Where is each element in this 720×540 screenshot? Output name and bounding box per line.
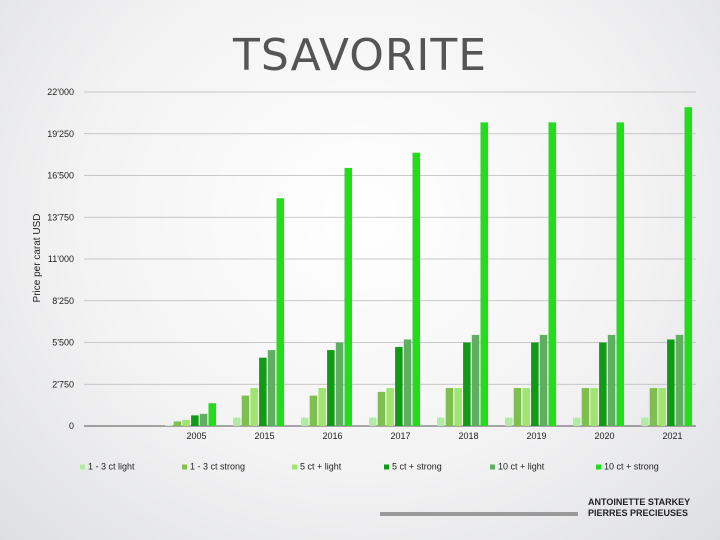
bar-2015-1 [241,395,250,426]
bar-2017-3 [395,347,403,426]
bar-2016-3 [327,350,335,426]
bar-2016-1 [309,395,318,426]
bar-2005-2 [182,419,190,426]
bar-2017-1 [377,391,386,426]
bar-2005-3 [191,415,199,426]
y-tick-label: 5'500 [52,338,74,348]
bar-2016-5 [344,167,352,426]
bar-2020-5 [616,122,624,426]
bar-2015-5 [276,198,284,426]
bar-2020-4 [607,334,616,426]
bar-2021-3 [667,339,675,426]
legend-swatch [384,464,389,470]
y-tick-label: 13'750 [47,212,74,222]
y-tick-label: 16'500 [47,171,74,181]
bar-2019-2 [522,388,530,426]
x-tick-label: 2021 [662,431,682,441]
bar-2021-2 [658,388,666,426]
bar-2018-3 [463,342,471,426]
bar-2018-1 [445,388,454,426]
y-tick-labels: 0 2'750 5'500 8'250 11'000 13'750 16'500 19'250… [47,87,74,431]
bar-2015-3 [259,357,267,426]
y-tick-label: 8'250 [52,296,74,306]
x-tick-label: 2005 [186,431,206,441]
bar-2021-1 [649,388,658,426]
bar-2015-4 [267,350,276,426]
legend-label: 5 ct + strong [392,462,442,472]
bar-2018-4 [471,334,480,426]
bar-2005-1 [173,421,182,426]
bar-2020-3 [599,342,607,426]
credit: ANTOINETTE STARKEY PIERRES PRECIEUSES [588,497,690,519]
bar-2017-2 [386,388,394,426]
bar-2021-4 [675,334,684,426]
x-tick-label: 2017 [390,431,410,441]
bar-2005-5 [208,403,216,426]
legend: 1 - 3 ct light 1 - 3 ct strong 5 ct + ligh… [80,462,659,472]
legend-label: 1 - 3 ct strong [190,462,245,472]
bar-2016-0 [301,417,309,426]
bar-2019-1 [513,388,522,426]
slide-title: TSAVORITE [232,30,488,81]
bar-2018-5 [480,122,488,426]
x-tick-label: 2020 [594,431,614,441]
bar-2016-4 [335,342,344,426]
bar-2020-1 [581,388,590,426]
bar-2005-0 [165,425,173,426]
credit-company: PIERRES PRECIEUSES [588,508,689,518]
credit-underline [380,512,578,516]
bar-2021-5 [684,107,692,426]
bar-2019-0 [505,417,513,426]
bar-2016-2 [318,388,326,426]
y-tick-label: 22'000 [47,87,74,97]
legend-label: 5 ct + light [300,462,342,472]
y-tick-label: 19'250 [47,129,74,139]
legend-label: 1 - 3 ct light [88,462,135,472]
bar-2020-2 [590,388,598,426]
y-tick-label: 2'750 [52,379,74,389]
x-tick-labels: 2005 2015 2016 2017 2018 2019 2020 2021 [186,431,682,441]
legend-swatch [292,464,297,470]
bar-2020-0 [573,417,581,426]
legend-swatch [80,464,85,470]
bar-2005-4 [199,413,208,426]
bar-2015-2 [250,388,258,426]
y-axis-label: Price per carat USD [32,214,43,303]
bar-2015-0 [233,417,241,426]
bar-2019-3 [531,342,539,426]
legend-swatch [596,464,601,470]
bar-2018-0 [437,417,445,426]
bar-2019-4 [539,334,548,426]
x-tick-label: 2018 [458,431,478,441]
legend-label: 10 ct + strong [604,462,659,472]
y-tick-label: 0 [69,421,74,431]
bar-2019-5 [548,122,556,426]
y-tick-label: 11'000 [48,254,74,264]
bar-2017-5 [412,152,420,426]
legend-swatch [490,464,495,470]
legend-swatch [182,464,187,470]
bar-2017-0 [369,417,377,426]
legend-label: 10 ct + light [498,462,545,472]
x-tick-label: 2015 [254,431,274,441]
credit-name: ANTOINETTE STARKEY [588,497,691,507]
x-tick-label: 2019 [526,431,546,441]
x-tick-label: 2016 [322,431,342,441]
bar-2018-2 [454,388,462,426]
bar-2017-4 [403,339,412,426]
bars [165,107,692,426]
bar-2021-0 [641,417,649,426]
